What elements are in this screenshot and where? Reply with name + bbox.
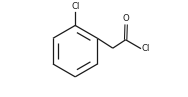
Text: Cl: Cl — [71, 2, 79, 11]
Text: O: O — [123, 14, 130, 23]
Text: Cl: Cl — [142, 44, 150, 53]
